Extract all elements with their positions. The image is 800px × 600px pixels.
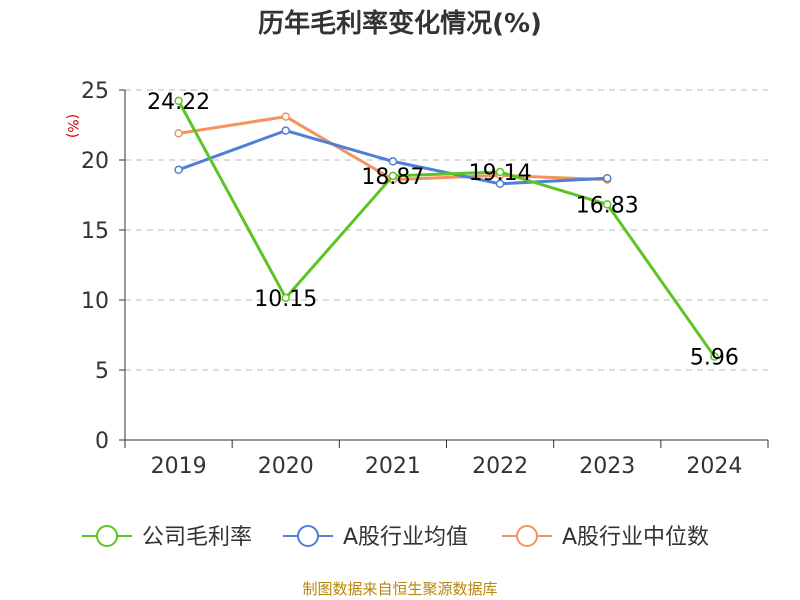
data-label: 19.14: [469, 161, 532, 186]
axes: 0 5 10 15 20 25 2019 2020 2021 2022 2023 2024: [81, 79, 769, 479]
data-point: [388, 171, 398, 181]
data-point: [281, 126, 290, 135]
legend-label: 公司毛利率: [142, 525, 252, 550]
y-tick-label: 20: [81, 149, 109, 174]
data-point: [495, 167, 505, 177]
y-tick-label: 15: [81, 219, 109, 244]
x-tick-label: 2022: [472, 454, 528, 479]
x-tick-label: 2023: [579, 454, 635, 479]
y-tick-label: 5: [95, 359, 109, 384]
data-label: 16.83: [576, 193, 639, 218]
legend-marker: [297, 525, 319, 547]
data-point: [281, 112, 290, 121]
y-tick-label: 10: [81, 289, 109, 314]
y-axis-unit-label: (%): [64, 114, 80, 138]
x-tick-label: 2024: [686, 454, 742, 479]
chart-title: 历年毛利率变化情况(%): [258, 8, 542, 39]
data-label: 10.15: [254, 287, 317, 312]
data-point: [174, 165, 183, 175]
series-lines: [174, 96, 719, 361]
x-tick-label: 2020: [258, 454, 314, 479]
data-point: [174, 129, 183, 138]
y-tick-label: 0: [95, 429, 109, 454]
legend: 公司毛利率 A股行业均值 A股行业中位数: [82, 525, 709, 550]
data-source-note: 制图数据来自恒生聚源数据库: [302, 580, 497, 598]
data-point: [388, 157, 398, 166]
y-tick-label: 25: [81, 79, 109, 104]
gridlines: [125, 89, 768, 371]
data-point: [281, 293, 290, 303]
legend-label: A股行业中位数: [562, 525, 709, 550]
legend-marker: [96, 525, 118, 547]
data-point: [603, 200, 612, 209]
data-label: 18.87: [361, 165, 424, 190]
legend-label: A股行业均值: [343, 525, 468, 550]
data-point: [174, 96, 183, 106]
x-tick-label: 2021: [365, 454, 421, 479]
data-label: 5.96: [690, 346, 739, 371]
x-tick-label: 2019: [151, 454, 207, 479]
data-point: [495, 179, 505, 189]
data-labels: 24.22 10.15 18.87 19.14 16.83 5.96: [147, 90, 739, 371]
data-label: 24.22: [147, 90, 210, 115]
data-point: [710, 352, 719, 361]
series-line: [177, 100, 716, 358]
legend-marker: [516, 525, 538, 547]
data-point: [603, 173, 612, 183]
